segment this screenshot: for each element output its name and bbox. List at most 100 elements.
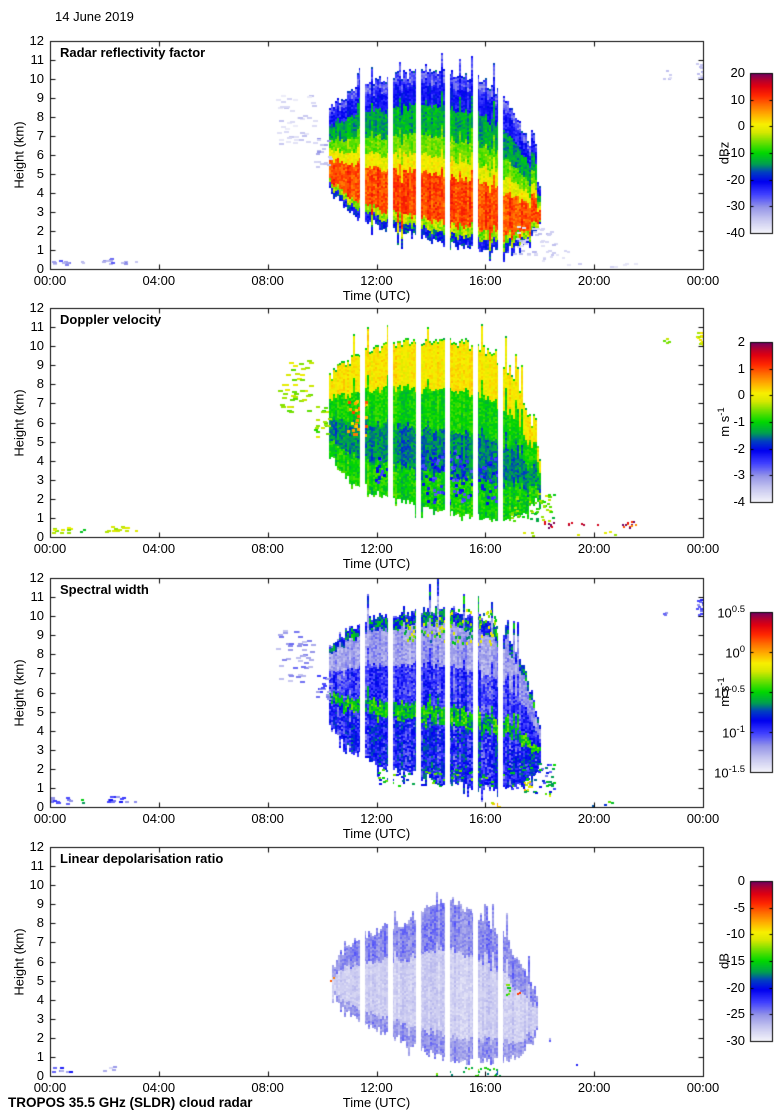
y-tick-label: 11 [30, 589, 45, 605]
y-tick-label: 5 [36, 972, 44, 988]
y-tick-label: 10 [29, 608, 44, 624]
x-tick-label: 00:00 [33, 541, 67, 556]
x-tick-label: 20:00 [577, 273, 611, 288]
panel-title-ldr: Linear depolarisation ratio [60, 851, 224, 866]
y-tick-label: 11 [30, 319, 45, 335]
y-tick-label: 4 [36, 722, 44, 738]
x-tick-label: 04:00 [142, 541, 176, 556]
y-tick-label: 3 [36, 471, 44, 487]
colorbar-tick-label: -15 [726, 953, 745, 968]
colorbar-tick-label: 10-1.5 [714, 764, 745, 781]
instrument-label: TROPOS 35.5 GHz (SLDR) cloud radar [8, 1095, 253, 1110]
x-axis-label: Time (UTC) [342, 556, 411, 571]
y-tick-label: 6 [36, 147, 44, 162]
x-tick-label: 16:00 [469, 1080, 502, 1095]
y-tick-label: 12 [29, 33, 44, 48]
y-tick-label: 11 [30, 858, 45, 874]
colorbar-tick-label: 10-0.5 [714, 684, 745, 701]
colorbar-tick-label: -20 [726, 979, 745, 995]
y-tick-label: 7 [36, 665, 44, 681]
x-tick-label: 12:00 [360, 541, 393, 556]
y-tick-label: 5 [36, 433, 44, 449]
x-tick-label: 04:00 [142, 1080, 176, 1095]
colorbar-tick-label: -40 [726, 225, 745, 240]
y-tick-label: 6 [36, 414, 44, 430]
colorbar-tick-label: -30 [726, 1033, 745, 1048]
x-tick-label: 00:00 [686, 541, 720, 556]
colorbar-tick-label: 0 [737, 387, 745, 403]
x-axis-label: Time (UTC) [342, 288, 411, 303]
y-tick-label: 10 [29, 71, 44, 86]
y-tick-label: 0 [36, 261, 44, 276]
y-tick-label: 0 [36, 799, 44, 814]
colorbar-tick-label: 0 [737, 118, 745, 134]
y-tick-label: 9 [36, 357, 44, 373]
y-tick-label: 2 [36, 760, 44, 776]
x-tick-label: 00:00 [686, 1080, 720, 1095]
y-tick-label: 1 [36, 1048, 44, 1064]
y-tick-label: 9 [36, 90, 44, 105]
x-tick-label: 08:00 [251, 1080, 284, 1095]
colorbar-tick-label: -10 [726, 145, 745, 160]
y-tick-label: 11 [30, 52, 45, 67]
y-tick-label: 5 [36, 166, 44, 181]
y-tick-label: 8 [36, 109, 44, 124]
y-tick-label: 10 [29, 338, 44, 354]
y-tick-label: 2 [36, 490, 44, 506]
x-axis-label: Time (UTC) [342, 1095, 411, 1110]
y-tick-label: 1 [36, 242, 44, 257]
x-tick-label: 00:00 [686, 273, 720, 288]
y-tick-label: 6 [36, 684, 44, 700]
colorbar-unit-label: m s-1 [715, 677, 733, 707]
y-tick-label: 0 [36, 1068, 44, 1083]
y-axis-label: Height (km) [11, 388, 27, 457]
x-tick-label: 20:00 [577, 541, 611, 556]
y-tick-label: 3 [36, 1010, 44, 1026]
x-axis-label: Time (UTC) [342, 826, 411, 841]
colorbar-tick-label: 0 [737, 873, 745, 888]
panel-title-spectral-width: Spectral width [60, 582, 149, 597]
y-tick-label: 12 [29, 300, 44, 315]
y-tick-label: 8 [36, 915, 44, 931]
colorbar-tick-label: -2 [733, 440, 745, 456]
x-tick-label: 00:00 [686, 811, 720, 826]
panel-title-reflectivity: Radar reflectivity factor [60, 45, 206, 60]
y-tick-label: 12 [29, 839, 44, 854]
colorbar-tick-label: 20 [730, 65, 745, 80]
x-tick-label: 00:00 [33, 273, 67, 288]
colorbar-tick-label: -1 [733, 414, 745, 429]
y-tick-label: 9 [36, 627, 44, 643]
y-tick-label: 4 [36, 452, 44, 468]
colorbar-tick-label: -10 [726, 926, 745, 942]
y-tick-label: 3 [36, 204, 44, 219]
x-tick-label: 12:00 [360, 811, 393, 826]
y-tick-label: 7 [36, 128, 44, 143]
colorbar-tick-label: -5 [733, 899, 745, 915]
y-tick-label: 8 [36, 646, 44, 662]
y-tick-label: 7 [36, 934, 44, 950]
y-tick-label: 0 [36, 529, 44, 544]
colorbar-tick-label: -25 [726, 1006, 745, 1022]
x-tick-label: 04:00 [142, 811, 176, 826]
y-tick-label: 10 [29, 877, 44, 893]
y-tick-label: 1 [36, 779, 44, 795]
y-tick-label: 2 [36, 223, 44, 238]
y-tick-label: 12 [29, 570, 44, 585]
x-tick-label: 12:00 [360, 273, 393, 288]
x-tick-label: 00:00 [33, 811, 67, 826]
x-tick-label: 12:00 [360, 1080, 393, 1095]
colorbar-tick-label: 10 [730, 91, 745, 107]
colorbar-tick-label: -30 [726, 198, 745, 214]
panel-title-doppler-velocity: Doppler velocity [60, 312, 162, 327]
colorbar-unit-label: dB [716, 953, 732, 969]
x-tick-label: 20:00 [577, 811, 611, 826]
x-tick-label: 00:00 [33, 1080, 67, 1095]
x-tick-label: 08:00 [251, 273, 284, 288]
colorbar-tick-label: 2 [737, 334, 745, 349]
y-tick-label: 4 [36, 185, 44, 200]
y-tick-label: 9 [36, 896, 44, 912]
y-tick-label: 4 [36, 991, 44, 1007]
colorbar-tick-label: 100.5 [717, 604, 745, 621]
colorbar-tick-label: -20 [726, 171, 745, 187]
